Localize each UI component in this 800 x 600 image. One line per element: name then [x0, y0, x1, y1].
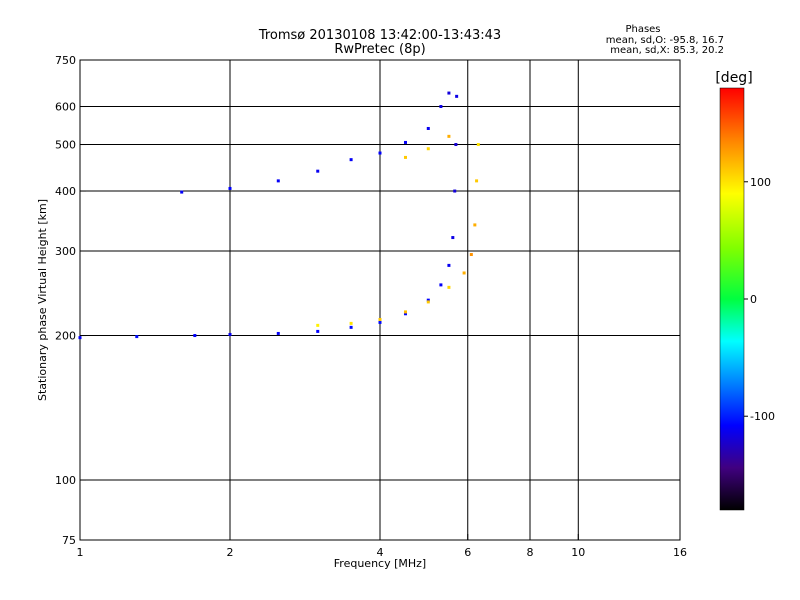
chart-title: Tromsø 20130108 13:42:00-13:43:43 — [258, 28, 501, 43]
data-point — [349, 325, 353, 329]
y-tick-label: 100 — [55, 474, 76, 487]
phases-x-stats: mean, sd,X: 85.3, 20.2 — [610, 45, 724, 56]
data-point — [473, 223, 477, 227]
data-point — [378, 320, 382, 324]
x-tick-label: 8 — [527, 546, 534, 559]
data-point — [453, 189, 457, 193]
data-point — [349, 321, 353, 325]
colorbar-ticks: 100 0 -100 — [744, 176, 775, 423]
x-tick-label: 6 — [464, 546, 471, 559]
data-point — [316, 169, 320, 173]
data-point — [447, 91, 451, 95]
colorbar-tick-label: 0 — [750, 293, 757, 306]
y-tick-label: 200 — [55, 330, 76, 343]
data-points — [78, 91, 480, 340]
x-tick-label: 1 — [77, 546, 84, 559]
phases-o-stats: mean, sd,O: -95.8, 16.7 — [606, 35, 724, 46]
data-point — [426, 126, 430, 130]
data-point — [135, 335, 139, 339]
data-point — [276, 179, 280, 183]
phases-title: Phases — [625, 24, 660, 35]
data-point — [403, 310, 407, 314]
data-point — [447, 263, 451, 267]
data-point — [439, 105, 443, 109]
data-point — [426, 147, 430, 151]
data-point — [476, 143, 480, 147]
colorbar — [719, 87, 745, 511]
data-point — [469, 253, 473, 257]
grid-lines — [80, 60, 680, 540]
data-point — [451, 236, 455, 240]
data-point — [228, 332, 232, 336]
y-tick-label: 400 — [55, 185, 76, 198]
data-point — [426, 298, 430, 302]
x-tick-label: 4 — [377, 546, 384, 559]
x-tick-label: 10 — [571, 546, 585, 559]
y-axis: 75 100 200 300 400 500 600 750 — [55, 54, 86, 547]
data-point — [447, 285, 451, 289]
colorbar-tick-label: -100 — [750, 410, 775, 423]
y-tick-label: 600 — [55, 101, 76, 114]
data-point — [426, 300, 430, 304]
data-point — [378, 317, 382, 321]
y-axis-label: Stationary phase Virtual Height [km] — [36, 199, 49, 401]
data-point — [403, 312, 407, 316]
colorbar-tick-label: 100 — [750, 176, 771, 189]
data-point — [454, 143, 458, 147]
x-tick-label: 16 — [673, 546, 687, 559]
data-point — [455, 94, 459, 98]
y-tick-label: 75 — [62, 534, 76, 547]
data-point — [316, 323, 320, 327]
data-point — [475, 179, 479, 183]
data-point — [378, 151, 382, 155]
y-tick-label: 300 — [55, 245, 76, 258]
x-axis: 1 2 4 6 8 10 16 — [77, 534, 687, 559]
data-point — [447, 134, 451, 138]
chart-subtitle: RwPretec (8p) — [334, 42, 425, 57]
data-point — [276, 331, 280, 335]
data-point — [462, 271, 466, 275]
x-axis-label: Frequency [MHz] — [334, 557, 426, 570]
data-point — [403, 155, 407, 159]
data-point — [439, 283, 443, 287]
data-point — [403, 140, 407, 144]
data-point — [78, 336, 82, 340]
data-point — [349, 158, 353, 162]
data-point — [193, 334, 197, 338]
x-tick-label: 2 — [227, 546, 234, 559]
y-tick-label: 500 — [55, 139, 76, 152]
y-tick-label: 750 — [55, 54, 76, 67]
data-point — [316, 329, 320, 333]
data-point — [180, 190, 184, 194]
data-point — [228, 186, 232, 190]
colorbar-label: [deg] — [715, 70, 752, 86]
